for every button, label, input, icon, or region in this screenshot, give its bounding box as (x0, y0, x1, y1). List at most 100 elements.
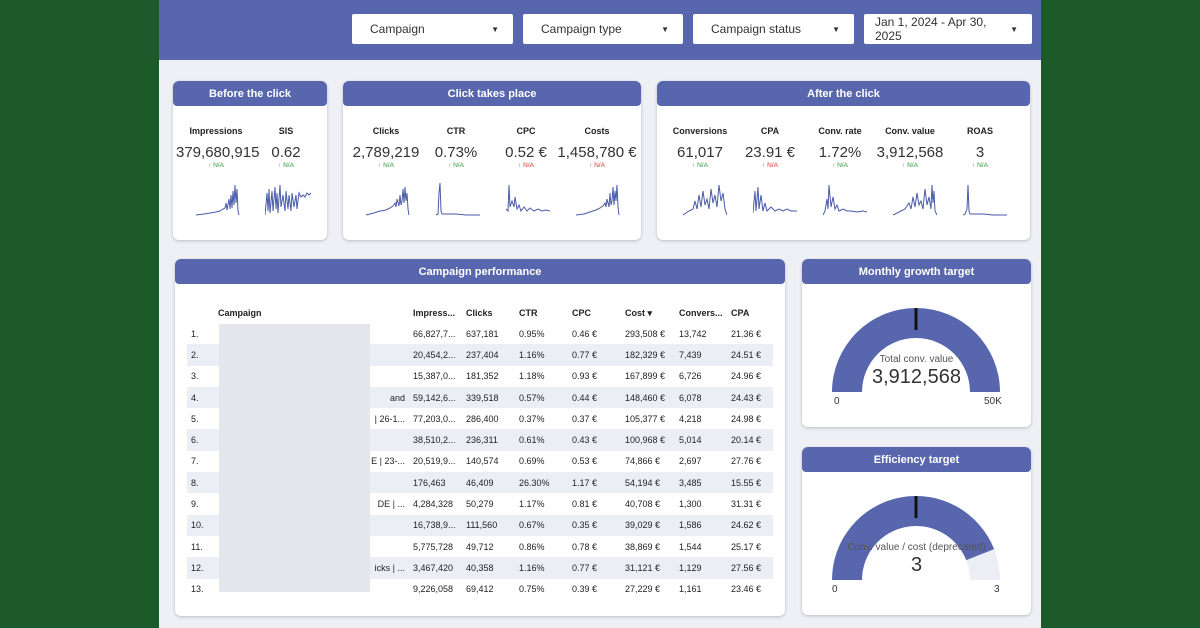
cell-cpa: 24.51 € (727, 344, 773, 366)
kpi-value: 379,680,915 (176, 144, 260, 161)
cell-clicks: 50,279 (466, 499, 494, 510)
cell-cost: 31,121 € (621, 557, 675, 579)
kpi-value: 0.73% (434, 144, 478, 161)
kpi-label: ROAS (966, 126, 993, 136)
table-row[interactable]: 7. E | 23-... 20,519,9... 140,574 0.69% 0.53 … (187, 451, 773, 472)
cell-ctr: 0.86% (519, 541, 545, 552)
kpi-value: 61,017 (677, 144, 723, 161)
cpa-sparkline (753, 186, 797, 214)
kpi-change: ↑ N/A (692, 162, 708, 169)
chevron-down-icon: ▼ (832, 24, 840, 34)
campaign-type-filter[interactable]: Campaign type ▼ (523, 14, 683, 44)
cell-cpa: 27.56 € (727, 557, 773, 579)
cell-conversions: 2,697 (679, 456, 702, 467)
column-header-cpc[interactable]: CPC (572, 308, 592, 318)
cell-conversions: 1,586 (675, 514, 727, 536)
kpi-conversions: Conversions 61,017 ↑ N/A (660, 126, 740, 169)
campaign-performance-title: Campaign performance (175, 259, 785, 284)
cell-cpc: 0.46 € (572, 328, 598, 339)
gauge-min: 0 (832, 584, 838, 595)
table-row[interactable]: 13. 9,226,058 69,412 0.75% 0.39 € 27,229 € 1,1… (187, 579, 773, 600)
cell-conversions: 1,129 (675, 557, 727, 579)
cell-impressions: 20,454,2... (409, 344, 462, 366)
before-click-title: Before the click (173, 81, 327, 106)
monthly-growth-target-title: Monthly growth target (802, 259, 1031, 284)
cell-cpa: 15.55 € (727, 472, 773, 494)
impressions-sparkline (196, 184, 240, 216)
cell-impressions: 59,142,6... (409, 386, 462, 409)
table-row[interactable]: 11. 5,775,728 49,712 0.86% 0.78 € 38,869 € 1,5… (187, 536, 773, 557)
kpi-label: Conversions (672, 126, 728, 136)
column-header-impressions[interactable]: Impress... (413, 308, 456, 318)
cell-clicks: 46,409 (462, 472, 515, 494)
table-row[interactable]: 9. DE | ... 4,284,328 50,279 1.17% 0.81 € 40,7… (187, 493, 773, 514)
cell-ctr: 0.69% (519, 456, 545, 467)
date-range-label: Jan 1, 2024 - Apr 30, 2025 (875, 15, 987, 43)
cell-clicks: 637,181 (466, 328, 499, 339)
kpi-conv-value: Conv. value 3,912,568 ↑ N/A (870, 126, 950, 169)
kpi-change: ↑ N/A (762, 162, 778, 169)
campaign-filter[interactable]: Campaign ▼ (352, 14, 513, 44)
kpi-label: SIS (278, 126, 294, 136)
chevron-down-icon: ▼ (1010, 24, 1018, 34)
monthly-growth-gauge (832, 308, 1000, 392)
column-header-ctr[interactable]: CTR (519, 308, 538, 318)
table-header-row: Campaign Impress... Clicks CTR CPC Cost … (187, 303, 773, 323)
cell-impressions: 3,467,420 (409, 557, 462, 579)
cell-conversions: 4,218 (679, 413, 702, 424)
cell-row-index: 12. (187, 557, 214, 579)
campaign-status-filter[interactable]: Campaign status ▼ (693, 14, 854, 44)
table-row[interactable]: 5. | 26-1... 77,203,0... 286,400 0.37% 0.37 €… (187, 408, 773, 429)
kpi-sis: SIS 0.62 ↑ N/A (246, 126, 326, 169)
dashboard-frame: Campaign ▼ Campaign type ▼ Campaign stat… (159, 0, 1041, 628)
cell-cpa: 27.76 € (731, 456, 762, 467)
sort-desc-icon: ▾ (647, 307, 653, 318)
column-header-cost[interactable]: Cost ▾ (621, 303, 675, 323)
gauge-fill (832, 496, 995, 580)
cell-row-index: 8. (187, 472, 214, 494)
cell-ctr: 0.57% (515, 386, 568, 409)
kpi-label: CPC (516, 126, 536, 136)
kpi-label: Clicks (372, 126, 400, 136)
cell-campaign-name: DE | ... (377, 499, 405, 510)
kpi-cpc: CPC 0.52 € ↑ N/A (486, 126, 566, 169)
cell-ctr: 0.61% (515, 429, 568, 451)
gauge-label: Conv. value / cost (deprecated) (847, 542, 986, 553)
cell-ctr: 1.18% (519, 371, 545, 382)
cell-clicks: 286,400 (466, 413, 499, 424)
cell-row-index: 7. (191, 456, 199, 467)
cell-row-index: 10. (187, 514, 214, 536)
column-header-clicks[interactable]: Clicks (466, 308, 493, 318)
cell-conversions: 1,161 (679, 584, 702, 595)
gauge-fill (832, 308, 1000, 392)
kpi-change: ↑ N/A (972, 162, 988, 169)
cell-cpa: 31.31 € (731, 499, 762, 510)
table-row[interactable]: 1. 66,827,7... 637,181 0.95% 0.46 € 293,508 €… (187, 323, 773, 344)
cell-conversions: 7,439 (675, 344, 727, 366)
cell-cost: 293,508 € (625, 328, 666, 339)
column-header-campaign[interactable]: Campaign (218, 308, 262, 318)
cell-row-index: 13. (191, 584, 204, 595)
sis-sparkline (265, 184, 311, 216)
cpc-sparkline (506, 184, 550, 213)
date-range-filter[interactable]: Jan 1, 2024 - Apr 30, 2025 ▼ (864, 14, 1032, 44)
ctr-sparkline (436, 182, 480, 216)
cell-cost: 40,708 € (625, 499, 661, 510)
efficiency-target-card: Efficiency target Conv. value / cost (de… (802, 447, 1031, 615)
cell-clicks: 236,311 (462, 429, 515, 451)
cell-cpc: 0.77 € (568, 344, 621, 366)
cell-clicks: 237,404 (462, 344, 515, 366)
table-row[interactable]: 3. 15,387,0... 181,352 1.18% 0.93 € 167,899 €… (187, 366, 773, 387)
efficiency-gauge (832, 496, 1000, 580)
gauge-value: 3 (910, 554, 923, 576)
cell-conversions: 1,544 (679, 541, 702, 552)
filter-bar: Campaign ▼ Campaign type ▼ Campaign stat… (159, 0, 1041, 60)
after-click-card: After the click Conversions 61,017 ↑ N/A… (657, 81, 1030, 240)
column-header-cpa[interactable]: CPA (731, 308, 750, 318)
kpi-value: 1.72% (818, 144, 862, 161)
cell-row-index: 6. (187, 429, 214, 451)
column-header-conversions[interactable]: Convers... (679, 308, 723, 318)
cell-impressions: 176,463 (409, 472, 462, 494)
cell-cpc: 1.17 € (568, 472, 621, 494)
cell-conversions: 6,726 (679, 371, 702, 382)
